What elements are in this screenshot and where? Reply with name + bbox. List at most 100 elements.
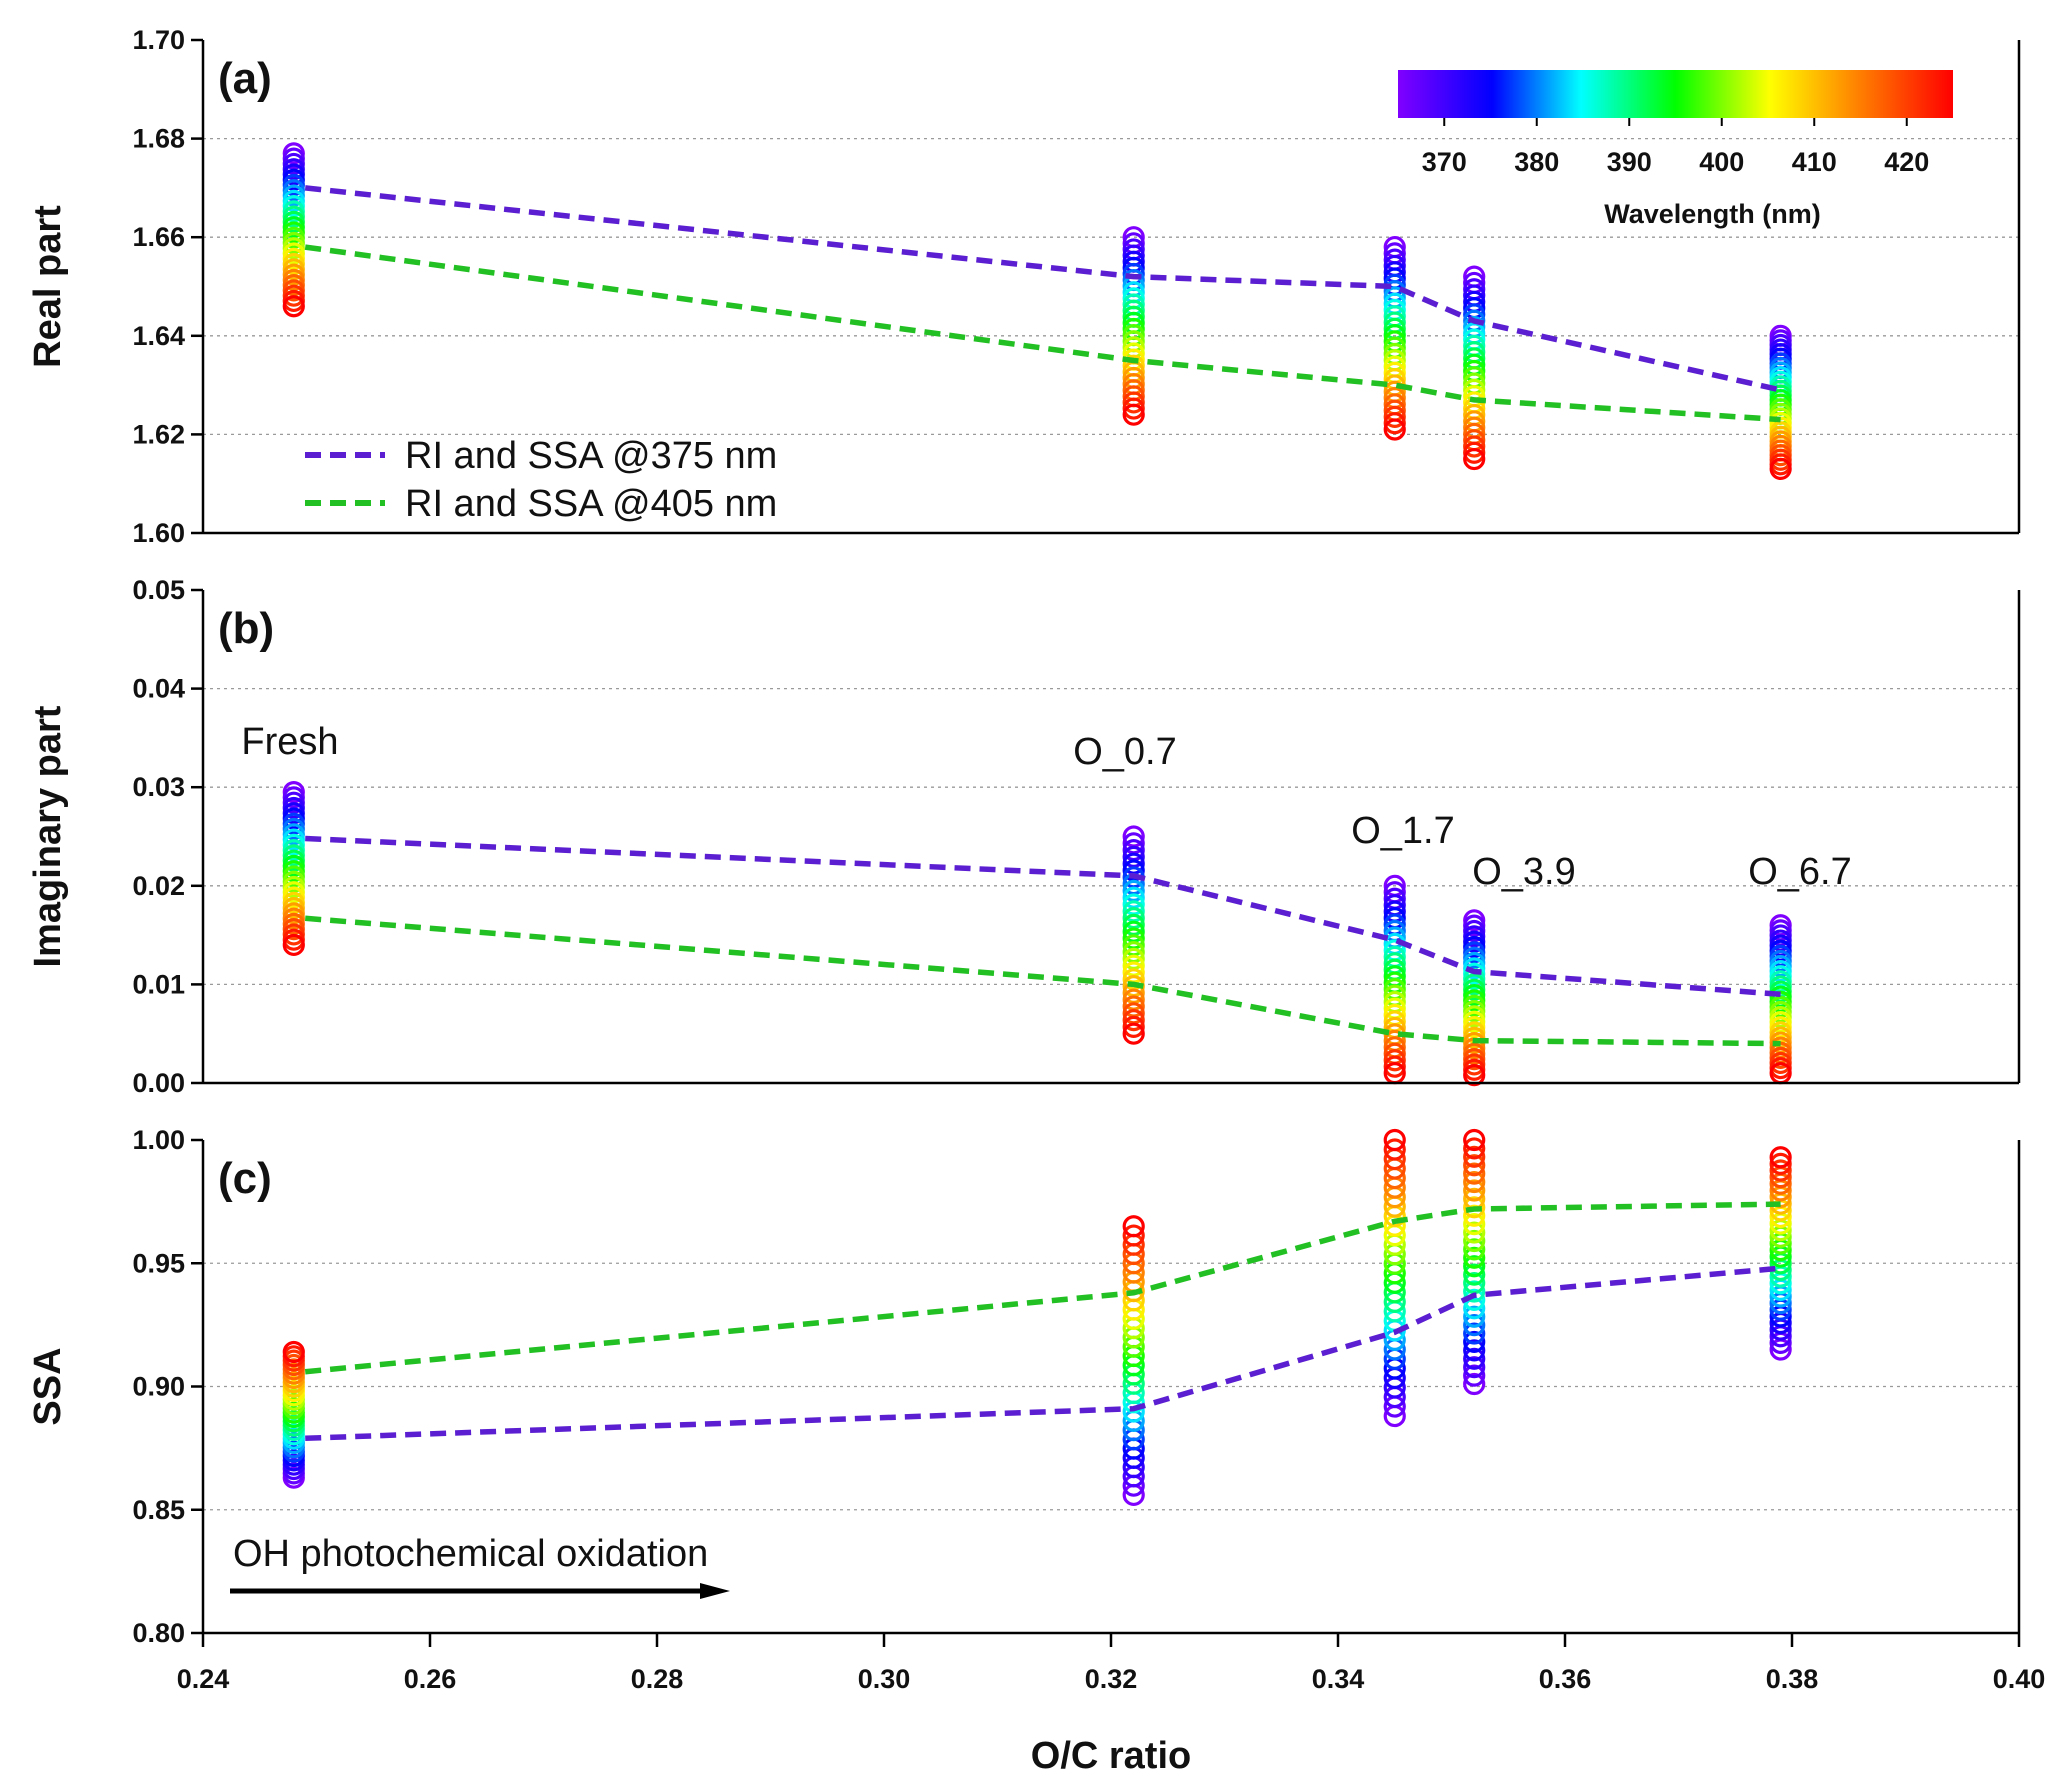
data-point <box>1122 1015 1145 1039</box>
data-point <box>1463 1196 1486 1219</box>
y-axis-title: SSA <box>27 1347 69 1425</box>
data-point <box>1463 1162 1486 1185</box>
x-tick-label: 0.34 <box>1312 1664 1365 1694</box>
data-point <box>1463 1364 1486 1387</box>
sample-annotation: O_0.7 <box>1073 731 1177 773</box>
data-point <box>1383 1049 1406 1072</box>
series-line <box>305 835 1781 998</box>
data-point <box>1463 1305 1486 1328</box>
data-point <box>1769 1159 1792 1182</box>
arrow-head <box>700 1583 730 1599</box>
data-point <box>1769 1146 1792 1169</box>
data-point <box>1463 1280 1486 1303</box>
colorbar-tick-label: 420 <box>1884 147 1929 177</box>
y-tick-label: 1.70 <box>132 25 185 55</box>
y-tick-label: 0.04 <box>132 674 185 704</box>
data-point <box>1122 391 1145 414</box>
data-point <box>1463 1356 1486 1379</box>
y-tick-label: 0.03 <box>132 772 185 802</box>
lines-layer <box>304 185 1782 1442</box>
data-point <box>1463 1204 1486 1227</box>
colorbar-tick-label: 370 <box>1422 147 1467 177</box>
y-tick-label: 1.00 <box>132 1125 185 1155</box>
data-point <box>1122 397 1145 420</box>
data-point <box>1122 1008 1145 1032</box>
y-tick-label: 1.66 <box>132 222 185 252</box>
data-point <box>1122 1215 1145 1238</box>
x-tick-label: 0.26 <box>404 1664 457 1694</box>
y-axis-title: Imaginary part <box>27 705 69 967</box>
data-point <box>1463 1330 1486 1354</box>
data-point <box>1463 1154 1486 1177</box>
y-tick-label: 0.85 <box>132 1495 185 1525</box>
y-tick-label: 0.01 <box>132 969 185 999</box>
data-point <box>1463 1255 1486 1278</box>
data-point <box>1463 447 1486 471</box>
data-point <box>1463 441 1486 464</box>
data-point <box>1769 1152 1792 1175</box>
colorbar-tick-label: 410 <box>1792 147 1837 177</box>
x-tick-label: 0.38 <box>1766 1664 1819 1694</box>
data-point <box>1383 412 1406 435</box>
data-point <box>1463 1238 1486 1261</box>
series-line <box>304 1201 1781 1375</box>
data-point <box>1463 1064 1486 1087</box>
x-tick-label: 0.32 <box>1085 1664 1138 1694</box>
grid-layer <box>203 137 2019 1511</box>
y-tick-label: 0.80 <box>132 1618 185 1648</box>
panel-label: (c) <box>218 1154 272 1203</box>
data-point <box>1122 1022 1145 1045</box>
x-tick-label: 0.24 <box>177 1664 230 1694</box>
colorbar-tick-label: 380 <box>1514 147 1559 177</box>
y-tick-label: 1.62 <box>132 419 185 449</box>
data-point <box>1463 1128 1486 1152</box>
y-tick-label: 0.00 <box>132 1068 185 1098</box>
x-tick-label: 0.36 <box>1539 1664 1592 1694</box>
data-point <box>1383 1128 1406 1152</box>
y-tick-label: 1.68 <box>132 124 185 154</box>
points-layer <box>282 142 1792 1507</box>
y-tick-label: 0.90 <box>132 1372 185 1402</box>
data-point <box>1383 1055 1406 1078</box>
data-point <box>1463 1170 1486 1194</box>
y-tick-label: 0.02 <box>132 871 185 901</box>
x-tick-label: 0.30 <box>858 1664 911 1694</box>
data-point <box>1463 1246 1486 1269</box>
x-tick-label: 0.40 <box>1993 1664 2046 1694</box>
y-tick-label: 0.05 <box>132 575 185 605</box>
panel-label: (a) <box>218 54 272 103</box>
sample-annotation: O_6.7 <box>1748 851 1852 893</box>
data-point <box>1463 1179 1486 1202</box>
data-point <box>1463 1372 1486 1396</box>
data-point <box>1463 1297 1486 1320</box>
panel-label: (b) <box>218 604 274 653</box>
data-point <box>1463 1221 1486 1244</box>
data-point <box>1122 403 1145 426</box>
y-tick-label: 1.60 <box>132 518 185 548</box>
text-layer: 1.60 1.62 1.64 1.66 1.68 1.70 Real part (a) 0.00… <box>27 25 2045 1777</box>
y-axis-title: Real part <box>27 205 69 368</box>
data-point <box>282 1340 305 1364</box>
legend-label: RI and SSA @405 nm <box>405 483 777 525</box>
series-line <box>305 1265 1781 1442</box>
data-point <box>1463 1137 1486 1160</box>
legend-label: RI and SSA @375 nm <box>405 435 777 477</box>
sample-annotation: Fresh <box>241 721 338 763</box>
data-point <box>1383 418 1406 441</box>
data-point <box>1122 1224 1145 1247</box>
data-point <box>1463 1339 1486 1362</box>
data-point <box>282 295 305 318</box>
colorbar-tick-label: 400 <box>1699 147 1744 177</box>
data-point <box>1463 1145 1486 1168</box>
sample-annotation: O_1.7 <box>1351 810 1455 852</box>
data-point <box>1463 435 1486 458</box>
y-tick-label: 0.95 <box>132 1248 185 1278</box>
colorbar <box>1398 70 1953 118</box>
data-point <box>1463 1322 1486 1345</box>
series-line <box>304 244 1781 423</box>
data-point <box>1383 405 1406 428</box>
axes-layer <box>191 38 2021 1647</box>
colorbar-title: Wavelength (nm) <box>1604 199 1821 229</box>
